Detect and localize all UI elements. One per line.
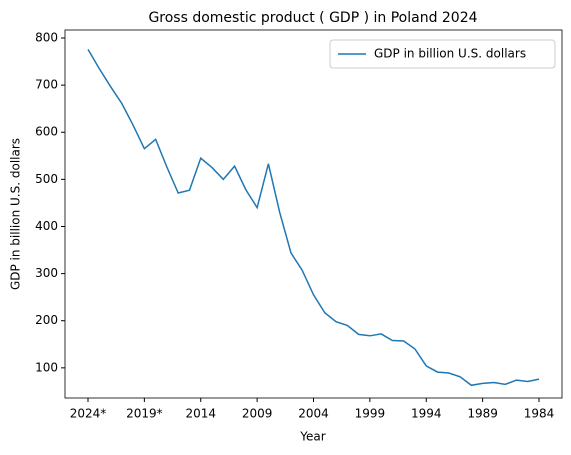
x-tick-label: 2014 bbox=[185, 407, 216, 421]
y-tick-label: 200 bbox=[35, 313, 58, 327]
line-series bbox=[87, 48, 540, 387]
x-tick-label: 1989 bbox=[467, 407, 498, 421]
legend-label: GDP in billion U.S. dollars bbox=[374, 47, 526, 61]
plot-frame bbox=[64, 29, 563, 399]
x-tick-label: 2004 bbox=[298, 407, 329, 421]
legend-box bbox=[329, 39, 556, 69]
x-tick-label: 2024* bbox=[70, 407, 107, 421]
x-tick-label: 2019* bbox=[126, 407, 163, 421]
y-tick-label: 400 bbox=[35, 219, 58, 233]
y-tick-label: 600 bbox=[35, 125, 58, 139]
chart-title: Gross domestic product ( GDP ) in Poland… bbox=[148, 10, 477, 26]
x-tick-label: 2009 bbox=[242, 407, 273, 421]
y-tick-label: 500 bbox=[35, 172, 58, 186]
y-tick-label: 300 bbox=[35, 266, 58, 280]
y-tick-label: 700 bbox=[35, 78, 58, 92]
y-tick-label: 800 bbox=[35, 31, 58, 45]
y-axis-label: GDP in billion U.S. dollars bbox=[9, 138, 23, 290]
x-tick-label: 1984 bbox=[524, 407, 555, 421]
x-axis-label: Year bbox=[299, 430, 325, 444]
x-tick-label: 1994 bbox=[411, 407, 442, 421]
x-tick-label: 1999 bbox=[355, 407, 386, 421]
y-tick-label: 100 bbox=[35, 360, 58, 374]
